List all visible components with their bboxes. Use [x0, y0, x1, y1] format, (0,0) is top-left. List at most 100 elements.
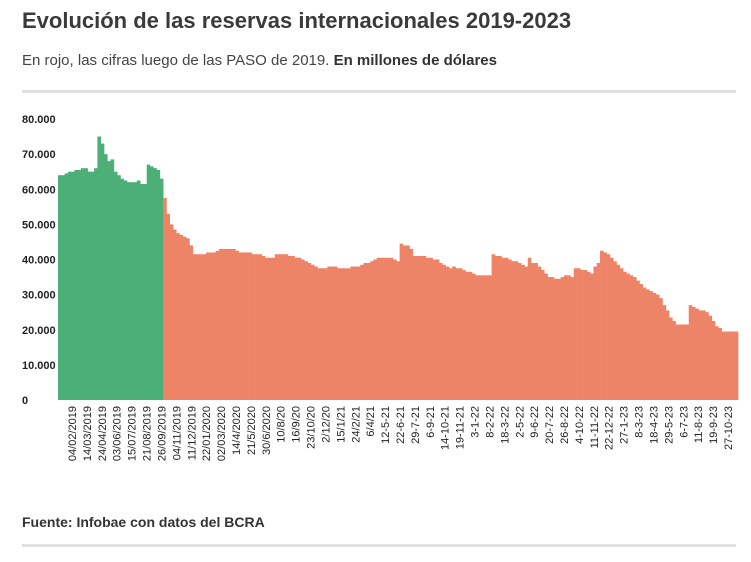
- bar-post_paso: [333, 266, 338, 400]
- bar-post_paso: [182, 236, 187, 400]
- bar-post_paso: [675, 324, 680, 400]
- bar-post_paso: [435, 259, 440, 400]
- x-tick-label: 8-3-23: [634, 406, 646, 438]
- bar-post_paso: [412, 255, 417, 400]
- bar-post_paso: [166, 213, 171, 400]
- bar-post_paso: [504, 257, 509, 400]
- bar-post_paso: [337, 268, 341, 400]
- x-tick-label: 8-2-22: [485, 406, 497, 438]
- bar-post_paso: [284, 254, 289, 400]
- bar-post_paso: [511, 261, 515, 400]
- source-note: Fuente: Infobae con datos del BCRA: [22, 514, 265, 530]
- bar-post_paso: [228, 248, 233, 400]
- bar-post_paso: [646, 289, 650, 400]
- x-tick-label: 19-9-23: [708, 406, 720, 444]
- bar-pre_paso: [107, 161, 111, 400]
- x-tick-label: 6-7-23: [678, 406, 690, 438]
- bar-post_paso: [537, 266, 542, 400]
- bar-post_paso: [498, 255, 502, 400]
- bar-post_paso: [485, 275, 489, 400]
- x-tick-label: 16/9/20: [291, 406, 303, 443]
- bar-post_paso: [524, 266, 529, 400]
- bar-post_paso: [462, 270, 466, 400]
- bar-post_paso: [406, 245, 410, 400]
- bar-pre_paso: [117, 175, 121, 400]
- bar-post_paso: [383, 257, 387, 400]
- bar-post_paso: [501, 257, 506, 400]
- bar-post_paso: [301, 259, 305, 400]
- x-tick-label: 2-5-22: [514, 406, 526, 438]
- subtitle-text: En rojo, las cifras luego de las PASO de…: [22, 52, 334, 69]
- bar-post_paso: [554, 278, 558, 400]
- bar-post_paso: [534, 263, 538, 400]
- bar-pre_paso: [77, 169, 82, 400]
- bar-post_paso: [225, 248, 230, 400]
- x-tick-label: 23/10/20: [306, 406, 318, 449]
- y-tick-label: 40.000: [22, 255, 56, 267]
- bar-post_paso: [192, 254, 197, 400]
- bar-post_paso: [399, 243, 404, 400]
- bar-post_paso: [442, 264, 446, 400]
- x-tick-label: 22/01/2020: [201, 406, 213, 461]
- x-tick-label: 29-5-23: [663, 406, 675, 444]
- x-tick-label: 27-1-23: [619, 406, 631, 444]
- bar-post_paso: [468, 271, 473, 400]
- bar-post_paso: [471, 273, 476, 400]
- x-tick-label: 6-9-21: [425, 406, 437, 438]
- bar-post_paso: [718, 327, 722, 400]
- bar-post_paso: [672, 320, 676, 400]
- bar-post_paso: [278, 254, 282, 400]
- bar-pre_paso: [97, 136, 102, 400]
- bar-post_paso: [455, 268, 460, 400]
- x-tick-label: 20-7-22: [544, 406, 556, 444]
- bar-post_paso: [616, 264, 621, 400]
- bar-post_paso: [297, 257, 302, 400]
- bar-post_paso: [577, 268, 581, 400]
- bar-post_paso: [294, 257, 299, 400]
- bar-post_paso: [396, 261, 400, 400]
- bar-post_paso: [573, 268, 578, 400]
- bar-post_paso: [238, 252, 243, 400]
- chart-title: Evolución de las reservas internacionale…: [22, 8, 572, 33]
- bar-post_paso: [652, 292, 657, 400]
- bar-post_paso: [626, 273, 630, 400]
- bar-post_paso: [189, 245, 194, 400]
- bar-pre_paso: [87, 171, 92, 400]
- bar-post_paso: [560, 277, 565, 400]
- bar-post_paso: [356, 266, 361, 400]
- bar-post_paso: [373, 259, 377, 400]
- bar-post_paso: [606, 254, 611, 400]
- bar-pre_paso: [58, 175, 62, 400]
- bar-post_paso: [682, 324, 686, 400]
- bar-post_paso: [232, 248, 236, 400]
- bar-post_paso: [632, 277, 637, 400]
- bar-post_paso: [721, 331, 726, 400]
- bar-post_paso: [347, 268, 351, 400]
- y-tick-label: 50.000: [22, 219, 56, 231]
- x-tick-label: 24/04/2019: [97, 406, 109, 461]
- bar-post_paso: [176, 233, 180, 400]
- bar-post_paso: [570, 277, 575, 400]
- bar-post_paso: [448, 268, 453, 400]
- bar-post_paso: [199, 254, 203, 400]
- x-tick-label: 10/8/20: [276, 406, 288, 443]
- bar-post_paso: [698, 310, 703, 400]
- bar-post_paso: [287, 255, 292, 400]
- bar-post_paso: [563, 275, 568, 400]
- x-tick-label: 04/11/2019: [171, 406, 183, 460]
- bar-pre_paso: [140, 183, 144, 400]
- bar-post_paso: [360, 264, 364, 400]
- bar-post_paso: [202, 254, 207, 400]
- bar-post_paso: [402, 245, 407, 400]
- bar-post_paso: [195, 254, 200, 400]
- bar-pre_paso: [71, 171, 75, 400]
- bar-post_paso: [478, 275, 483, 400]
- bar-post_paso: [603, 252, 607, 400]
- bar-post_paso: [613, 261, 617, 400]
- bar-post_paso: [268, 257, 272, 400]
- x-tick-label: 14/03/2019: [82, 406, 94, 461]
- x-tick-label: 04/02/2019: [67, 406, 79, 461]
- bar-post_paso: [609, 257, 614, 400]
- bar-post_paso: [705, 312, 709, 400]
- bar-pre_paso: [159, 178, 164, 400]
